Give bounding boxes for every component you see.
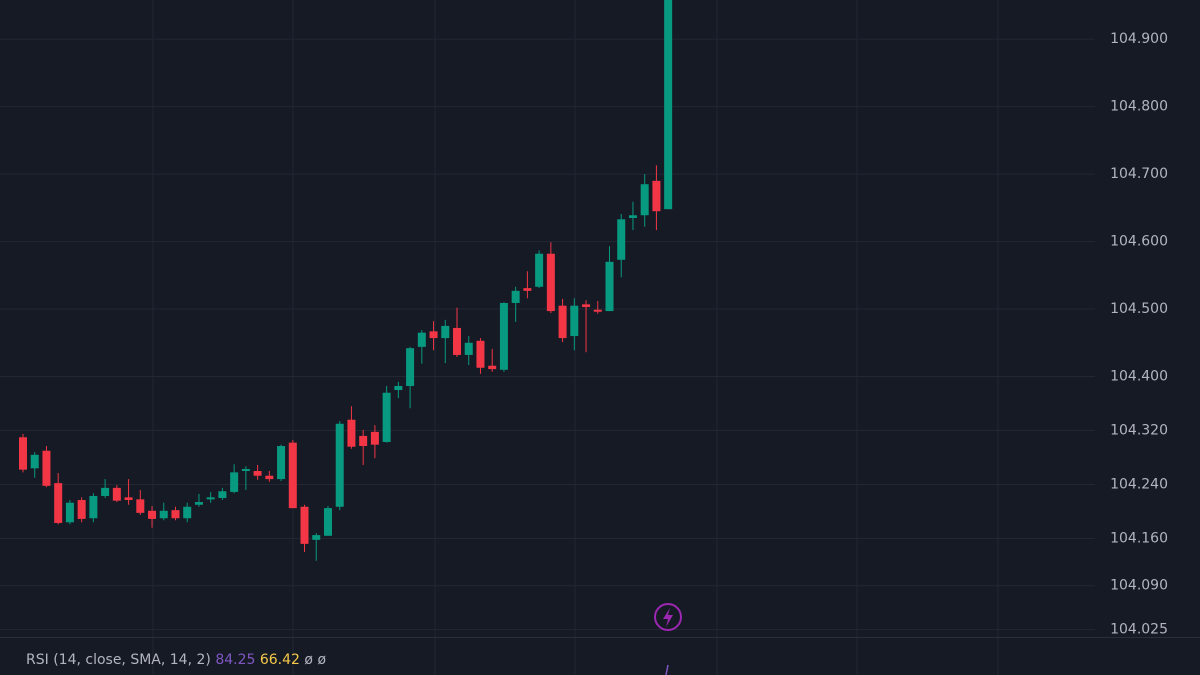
candle-body (253, 471, 262, 476)
candle-body (605, 261, 614, 312)
price-axis: 104.025 104.090 104.160 104.240 104.320 104.4… (1110, 31, 1168, 637)
candle-body (511, 290, 520, 303)
candle-body (347, 419, 356, 447)
candle-body (323, 508, 332, 536)
grid (0, 38, 1095, 631)
candle-body (159, 510, 168, 519)
y-tick-label: 104.160 (1110, 530, 1168, 546)
indicator-value: 66.42 (260, 652, 300, 668)
candle-body (652, 180, 661, 212)
candles (19, 0, 673, 561)
indicator-legend: RSI (14, close, SMA, 14, 2) 84.25 66.42 … (26, 652, 326, 668)
candle-body (265, 475, 274, 480)
y-tick-label: 104.240 (1110, 476, 1168, 492)
candle-body (312, 535, 321, 540)
y-tick-label: 104.320 (1110, 423, 1168, 439)
candle-body (664, 0, 673, 210)
candle-body (112, 487, 121, 501)
candle-body (183, 506, 192, 519)
candle-body (89, 495, 98, 519)
candle-body (593, 309, 602, 312)
event-icon (654, 603, 682, 631)
y-tick-label: 104.400 (1110, 369, 1168, 385)
candle-body (136, 499, 145, 513)
candle-body (300, 506, 309, 544)
candle-body (288, 442, 297, 509)
candle-body (558, 305, 567, 339)
candle-body (148, 510, 157, 519)
candle-body (499, 302, 508, 370)
rsi-line-fragment (665, 664, 669, 675)
candle-body (628, 215, 637, 218)
candle-body (30, 454, 39, 469)
candle-body (406, 348, 415, 386)
candle-body (277, 446, 286, 480)
candle-body (124, 497, 133, 501)
y-tick-label: 104.600 (1110, 234, 1168, 250)
candle-body (101, 487, 110, 496)
y-tick-label: 104.090 (1110, 578, 1168, 594)
y-tick-label: 104.025 (1110, 622, 1168, 638)
y-tick-label: 104.800 (1110, 99, 1168, 115)
candle-body (194, 502, 203, 505)
candle-body (370, 431, 379, 445)
candle-body (582, 304, 591, 308)
time-grid (152, 0, 999, 675)
indicator-name: RSI (14, close, SMA, 14, 2) (26, 652, 211, 668)
y-tick-label: 104.500 (1110, 301, 1168, 317)
candle-body (523, 288, 532, 291)
candle-body (241, 468, 250, 472)
candle-body (570, 305, 579, 337)
candle-body (429, 331, 438, 339)
candle-body (335, 423, 344, 507)
candle-body (54, 483, 63, 523)
y-tick-label: 104.700 (1110, 166, 1168, 182)
candle-body (394, 385, 403, 391)
indicator-extra: ø (317, 652, 326, 668)
y-tick-label: 104.900 (1110, 31, 1168, 47)
candle-body (617, 219, 626, 260)
candle-body (77, 500, 86, 519)
candle-body (218, 491, 227, 498)
indicator-value: 84.25 (215, 652, 255, 668)
candle-body (546, 253, 555, 312)
candle-body (417, 332, 426, 347)
candle-body (535, 253, 544, 287)
candle-body (230, 472, 239, 492)
indicator-legend-text: RSI (14, close, SMA, 14, 2) 84.25 66.42 … (26, 652, 326, 668)
candle-body (171, 510, 180, 519)
candle-body (488, 365, 497, 370)
candle-body (42, 450, 51, 486)
candle-body (441, 325, 450, 339)
candle-body (464, 342, 473, 355)
candle-body (19, 437, 27, 470)
candle-body (206, 497, 215, 500)
candle-body (65, 502, 74, 523)
candle-body (382, 392, 391, 442)
candle-body (453, 327, 462, 355)
candle-body (640, 184, 649, 216)
indicator-extra: ø (304, 652, 313, 668)
candle-body (359, 435, 368, 447)
candle-body (476, 340, 485, 368)
